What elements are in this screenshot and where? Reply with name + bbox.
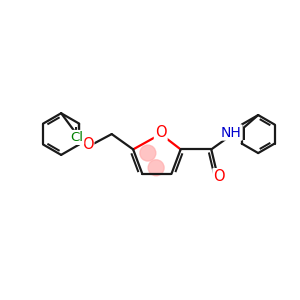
Circle shape bbox=[140, 145, 156, 161]
Text: O: O bbox=[213, 169, 225, 184]
Circle shape bbox=[148, 160, 164, 176]
Text: Cl: Cl bbox=[70, 131, 83, 144]
Text: O: O bbox=[155, 125, 167, 140]
Text: O: O bbox=[82, 137, 93, 152]
Text: NH: NH bbox=[221, 125, 242, 140]
